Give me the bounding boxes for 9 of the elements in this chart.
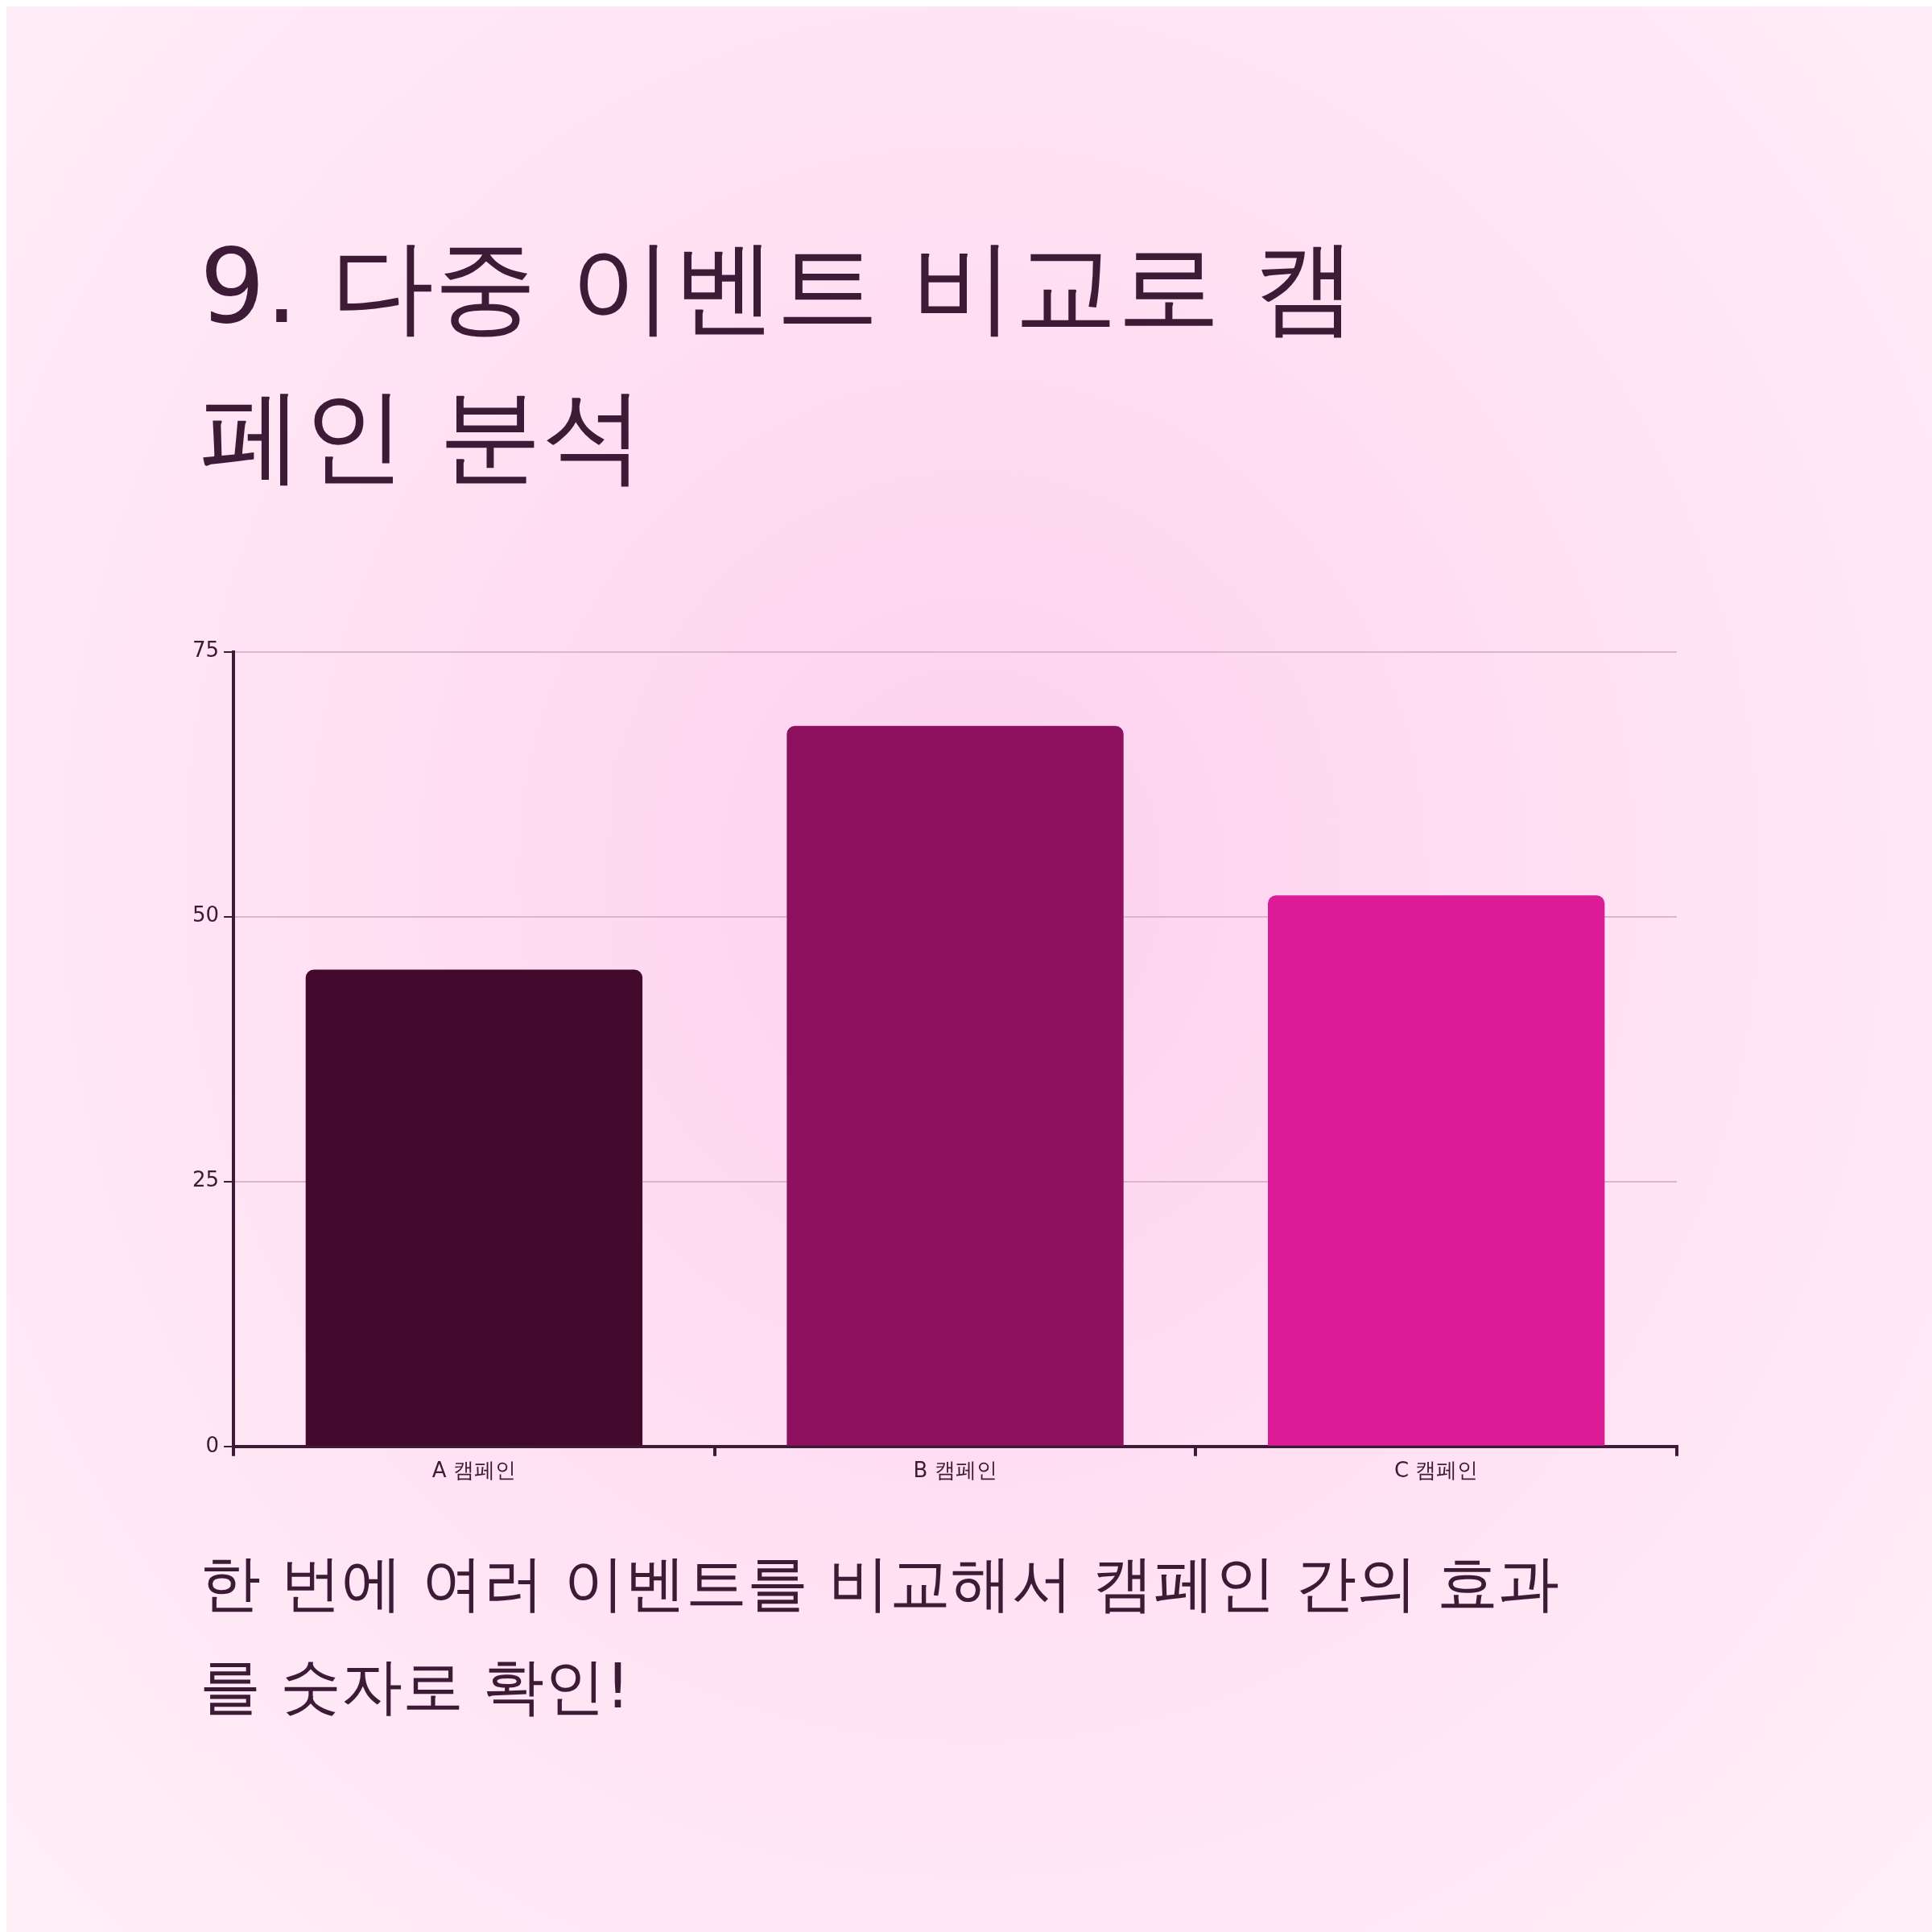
- y-tick-label: 25: [192, 1167, 220, 1192]
- chart-title: 9. 다중 이벤트 비교로 캠페인 분석: [200, 225, 1357, 497]
- x-tick-label: C 캠페인: [1393, 1458, 1479, 1483]
- y-tick-label: 75: [192, 638, 220, 663]
- text: 한 번에 여러 이벤트를 비교해서 캠페인 간의 효과를 숫자로 확인!: [200, 1546, 1561, 1724]
- x-tick-label: B 캠페인: [913, 1458, 997, 1483]
- y-tick-label: 0: [205, 1432, 220, 1457]
- x-tick-label: A 캠페인: [431, 1458, 516, 1483]
- y-tick-label: 50: [192, 902, 220, 927]
